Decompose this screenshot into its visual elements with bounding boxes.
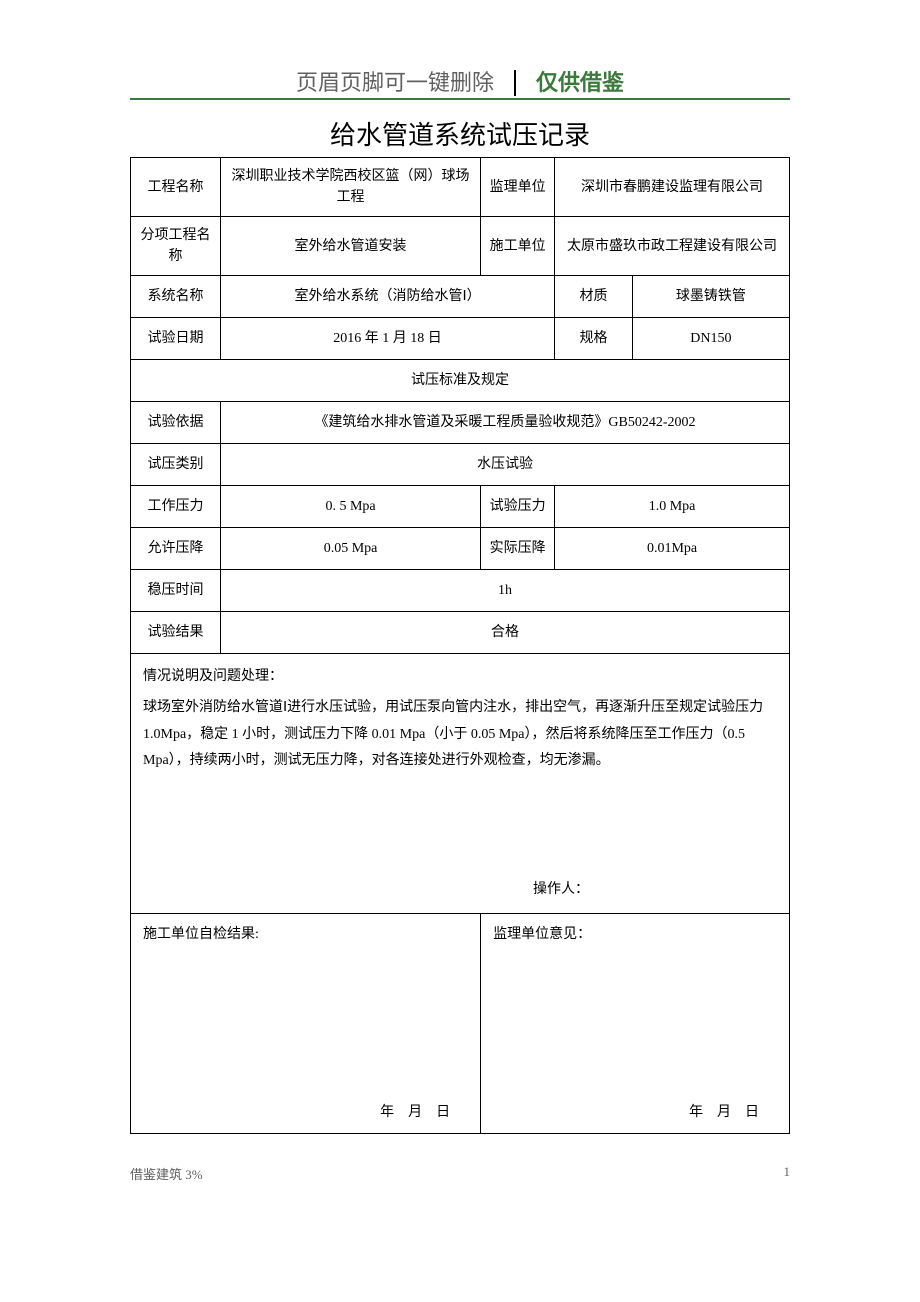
- table-row: 允许压降 0.05 Mpa 实际压降 0.01Mpa: [131, 528, 790, 570]
- supervisor-label: 监理单位: [481, 158, 555, 217]
- stable-time-label: 稳压时间: [131, 570, 221, 612]
- test-pressure-label: 试验压力: [481, 486, 555, 528]
- description-text: 球场室外消防给水管道Ⅰ进行水压试验，用试压泵向管内注水，排出空气，再逐渐升压至规…: [143, 700, 763, 768]
- stable-time-value: 1h: [221, 570, 790, 612]
- test-type-value: 水压试验: [221, 444, 790, 486]
- test-type-label: 试压类别: [131, 444, 221, 486]
- working-pressure-value: 0. 5 Mpa: [221, 486, 481, 528]
- header-left-text: 页眉页脚可一键删除: [296, 70, 516, 96]
- test-result-value: 合格: [221, 612, 790, 654]
- supervisor-signature-cell: 监理单位意见： 年 月 日: [481, 914, 790, 1134]
- header-right-text: 仅供借鉴: [516, 70, 624, 96]
- table-row: 情况说明及问题处理： 球场室外消防给水管道Ⅰ进行水压试验，用试压泵向管内注水，排…: [131, 654, 790, 914]
- table-row: 分项工程名称 室外给水管道安装 施工单位 太原市盛玖市政工程建设有限公司: [131, 217, 790, 276]
- system-name-value: 室外给水系统（消防给水管Ⅰ）: [221, 276, 555, 318]
- test-date-label: 试验日期: [131, 318, 221, 360]
- project-name-label: 工程名称: [131, 158, 221, 217]
- table-row: 工作压力 0. 5 Mpa 试验压力 1.0 Mpa: [131, 486, 790, 528]
- system-name-label: 系统名称: [131, 276, 221, 318]
- standards-header: 试压标准及规定: [131, 360, 790, 402]
- footer-page-number: 1: [784, 1164, 791, 1183]
- construction-unit-label: 施工单位: [481, 217, 555, 276]
- table-row: 工程名称 深圳职业技术学院西校区篮（网）球场工程 监理单位 深圳市春鹏建设监理有…: [131, 158, 790, 217]
- table-row: 系统名称 室外给水系统（消防给水管Ⅰ） 材质 球墨铸铁管: [131, 276, 790, 318]
- construction-unit-value: 太原市盛玖市政工程建设有限公司: [555, 217, 790, 276]
- test-pressure-value: 1.0 Mpa: [555, 486, 790, 528]
- table-row: 试压标准及规定: [131, 360, 790, 402]
- spec-label: 规格: [555, 318, 633, 360]
- test-basis-value: 《建筑给水排水管道及采暖工程质量验收规范》GB50242-2002: [221, 402, 790, 444]
- actual-drop-label: 实际压降: [481, 528, 555, 570]
- description-label: 情况说明及问题处理：: [143, 664, 777, 691]
- test-date-value: 2016 年 1 月 18 日: [221, 318, 555, 360]
- actual-drop-value: 0.01Mpa: [555, 528, 790, 570]
- subproject-value: 室外给水管道安装: [221, 217, 481, 276]
- signature-date: 年 月 日: [689, 1102, 759, 1123]
- table-row: 试压类别 水压试验: [131, 444, 790, 486]
- document-title: 给水管道系统试压记录: [130, 115, 790, 152]
- table-row: 试验结果 合格: [131, 612, 790, 654]
- allowed-drop-value: 0.05 Mpa: [221, 528, 481, 570]
- test-result-label: 试验结果: [131, 612, 221, 654]
- table-row: 施工单位自检结果: 年 月 日 监理单位意见： 年 月 日: [131, 914, 790, 1134]
- spec-value: DN150: [632, 318, 789, 360]
- table-row: 试验依据 《建筑给水排水管道及采暖工程质量验收规范》GB50242-2002: [131, 402, 790, 444]
- project-name-value: 深圳职业技术学院西校区篮（网）球场工程: [221, 158, 481, 217]
- test-basis-label: 试验依据: [131, 402, 221, 444]
- material-label: 材质: [555, 276, 633, 318]
- supervisor-signature-label: 监理单位意见：: [493, 927, 591, 942]
- pressure-test-table: 工程名称 深圳职业技术学院西校区篮（网）球场工程 监理单位 深圳市春鹏建设监理有…: [130, 157, 790, 1134]
- table-row: 试验日期 2016 年 1 月 18 日 规格 DN150: [131, 318, 790, 360]
- signature-date: 年 月 日: [380, 1102, 450, 1123]
- subproject-label: 分项工程名称: [131, 217, 221, 276]
- operator-label: 操作人：: [533, 877, 589, 904]
- working-pressure-label: 工作压力: [131, 486, 221, 528]
- description-cell: 情况说明及问题处理： 球场室外消防给水管道Ⅰ进行水压试验，用试压泵向管内注水，排…: [131, 654, 790, 914]
- table-row: 稳压时间 1h: [131, 570, 790, 612]
- material-value: 球墨铸铁管: [632, 276, 789, 318]
- construction-signature-label: 施工单位自检结果:: [143, 927, 259, 942]
- allowed-drop-label: 允许压降: [131, 528, 221, 570]
- page-header: 页眉页脚可一键删除 仅供借鉴: [130, 70, 790, 100]
- page-footer: 借鉴建筑 3% 1: [130, 1164, 790, 1183]
- supervisor-value: 深圳市春鹏建设监理有限公司: [555, 158, 790, 217]
- construction-signature-cell: 施工单位自检结果: 年 月 日: [131, 914, 481, 1134]
- footer-left: 借鉴建筑 3%: [130, 1164, 203, 1183]
